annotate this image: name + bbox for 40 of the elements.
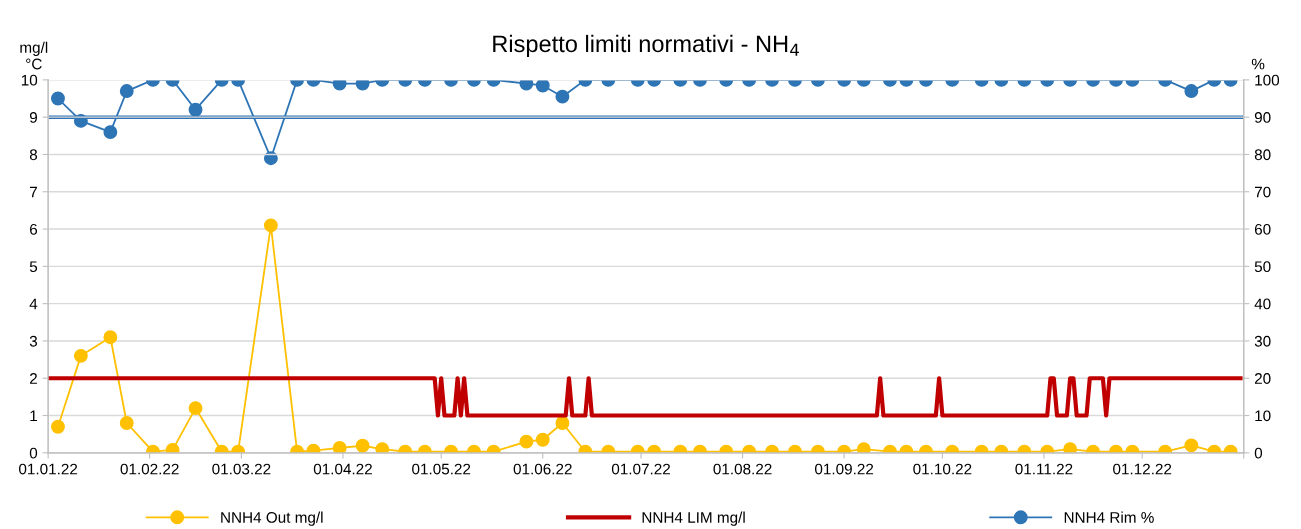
- legend-label: NNH4 LIM mg/l: [642, 511, 745, 526]
- x-tick-label: 01.10.22: [913, 463, 972, 475]
- y2-tick-label: 100: [1255, 74, 1280, 86]
- x-tick-label: 01.06.22: [513, 463, 572, 475]
- y-tick-label: 8: [29, 149, 38, 161]
- chart-title: Rispetto limiti normativi - NH$_{4}$: [493, 34, 799, 57]
- y-tick-label: 5: [29, 261, 38, 273]
- y-tick-label: 10: [21, 74, 38, 86]
- x-tick-label: 01.03.22: [212, 463, 271, 475]
- y-tick-label: 2: [29, 373, 37, 384]
- legend-label: NNH4 Rim %: [1064, 511, 1154, 523]
- y2-axis-title: %: [1251, 58, 1265, 70]
- x-tick-label: 01.02.22: [120, 463, 179, 475]
- y-tick-label: 9: [29, 112, 37, 123]
- x-tick-label: 01.01.22: [19, 463, 78, 475]
- y2-tick-label: 40: [1254, 298, 1271, 310]
- y2-tick-label: 80: [1254, 149, 1271, 161]
- y2-tick-label: 60: [1254, 223, 1271, 235]
- y-tick-label: 1: [30, 410, 37, 422]
- y2-tick-label: 90: [1254, 112, 1271, 123]
- x-tick-label: 01.09.22: [814, 463, 874, 475]
- x-tick-label: 01.08.22: [713, 463, 772, 475]
- x-tick-label: 01.04.22: [313, 463, 372, 475]
- y-tick-label: 0: [29, 447, 38, 459]
- y2-tick-label: 10: [1255, 410, 1271, 422]
- y-tick-label: 4: [29, 298, 38, 310]
- y2-tick-label: 50: [1254, 261, 1271, 273]
- x-tick-label: 01.11.22: [1015, 463, 1073, 475]
- x-tick-label: 01.05.22: [412, 463, 471, 475]
- x-tick-label: 01.12.22: [1113, 463, 1172, 475]
- y-tick-label: 7: [30, 186, 37, 198]
- y2-tick-label: 0: [1254, 447, 1263, 459]
- y-tick-label: 3: [29, 335, 38, 347]
- y2-tick-label: 70: [1254, 186, 1271, 198]
- x-tick-label: 01.07.22: [611, 463, 670, 475]
- y-tick-label: 6: [30, 223, 38, 235]
- legend-label: NNH4 Out mg/l: [221, 511, 323, 526]
- y2-tick-label: 20: [1254, 373, 1271, 384]
- y2-tick-label: 30: [1254, 335, 1271, 347]
- y-axis-title: mg/l °C: [20, 41, 48, 70]
